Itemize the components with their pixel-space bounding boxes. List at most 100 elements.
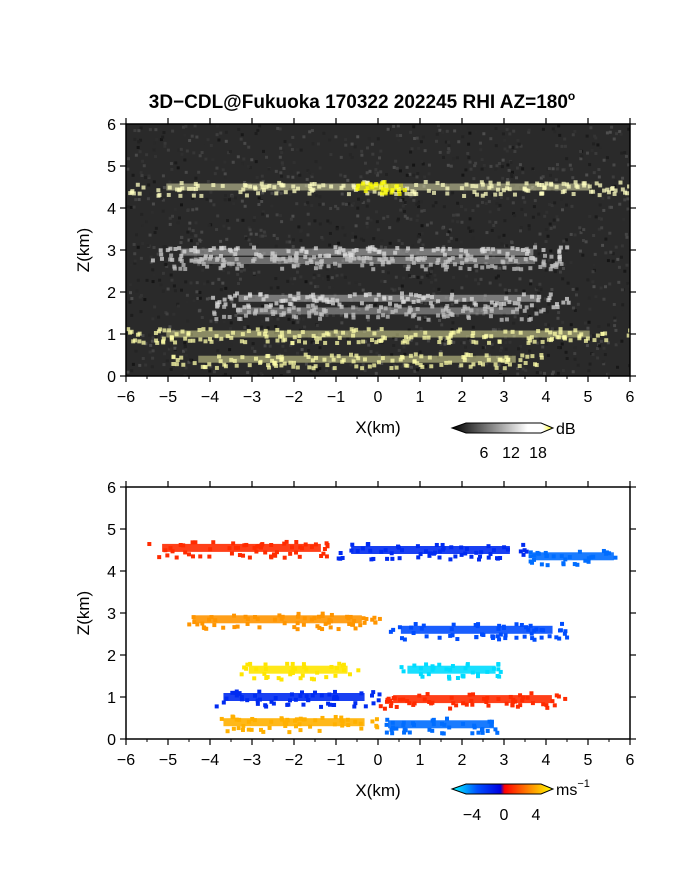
snr-layer-cell [557,254,562,259]
snr-noise-cell [409,130,413,134]
snr-noise-cell [535,341,539,345]
snr-layer-cell [292,189,297,194]
snr-layer-cell [500,358,505,363]
snr-noise-cell [571,176,575,180]
snr-noise-cell [322,131,326,135]
snr-noise-cell [412,182,416,186]
snr-noise-cell [151,349,155,353]
snr-noise-cell [344,305,348,309]
snr-noise-cell [199,239,203,243]
snr-noise-cell [412,173,416,177]
snr-layer-cell [493,362,498,367]
snr-layer-cell [397,189,402,194]
snr-noise-cell [503,219,507,223]
snr-noise-cell [542,371,546,375]
snr-noise-cell [598,344,602,348]
snr-noise-cell [212,370,216,374]
snr-noise-cell [524,368,528,372]
snr-noise-cell [455,156,459,160]
velocity-layer-cell [237,553,242,558]
snr-noise-cell [585,134,589,138]
snr-noise-cell [225,237,229,241]
snr-noise-cell [241,317,245,321]
snr-noise-cell [157,315,161,319]
snr-noise-cell [160,187,164,191]
snr-noise-cell [165,312,169,316]
snr-noise-cell [590,148,594,152]
snr-noise-cell [531,186,535,190]
snr-layer-cell [505,254,510,259]
snr-noise-cell [350,203,354,207]
velocity-layer-cell [515,704,520,709]
snr-layer-cell [269,257,274,262]
velocity-layer-cell [388,698,393,703]
snr-noise-cell [359,237,363,241]
snr-layer-cell [397,304,402,309]
snr-noise-cell [560,198,564,202]
snr-layer-cell [253,186,258,191]
snr-layer-cell [441,263,446,268]
snr-layer-cell [514,307,519,312]
snr-layer [150,245,570,263]
snr-noise-cell [405,251,409,255]
snr-layer-cell [296,291,301,296]
snr-noise-cell [502,233,506,237]
snr-noise-cell [509,359,513,363]
snr-noise-cell [379,245,383,249]
snr-noise-cell [373,374,377,376]
snr-noise-cell [204,157,208,161]
snr-layer-cell [235,266,240,271]
snr-layer-cell [341,330,346,335]
snr-layer-cell [294,251,299,256]
snr-layer-cell [471,362,476,367]
snr-x-tick-label: −1 [327,389,345,406]
velocity-colorbar: ms−1 −4 0 4 [450,778,590,824]
snr-noise-cell [573,233,577,237]
snr-noise-cell [245,263,249,267]
snr-layer-cell [212,311,217,316]
snr-noise-cell [420,209,424,213]
snr-noise-cell [358,282,362,286]
snr-noise-cell [310,204,314,208]
snr-noise-cell [246,371,250,375]
snr-noise-cell [555,215,559,219]
velocity-layer-cell [371,690,376,695]
snr-noise-cell [620,244,624,248]
velocity-x-tick-label: 3 [500,752,509,769]
snr-noise-cell [383,280,387,284]
snr-noise-cell [349,299,353,303]
snr-noise-cell [195,135,199,139]
snr-noise-cell [257,203,261,207]
snr-layer-cell [307,365,312,370]
velocity-layer-cell [382,706,387,711]
snr-layer-cell [211,183,216,188]
snr-layer-cell [487,185,492,190]
snr-layer-cell [264,294,269,299]
snr-layer-cell [256,191,261,196]
snr-noise-cell [583,321,587,325]
snr-noise-cell [449,192,453,196]
snr-noise-cell [420,231,424,235]
snr-layer-cell [293,253,298,258]
velocity-layer-cell [557,636,562,641]
velocity-layer-cell [486,703,491,708]
snr-noise-cell [516,372,520,376]
snr-noise-cell [200,151,204,155]
snr-layer-cell [520,353,525,358]
snr-noise-cell [128,283,132,287]
snr-layer-cell [318,316,323,321]
snr-layer-cell [488,314,493,319]
snr-layer-cell [130,189,135,194]
snr-noise-cell [179,241,183,245]
snr-noise-cell [161,271,165,275]
snr-layer-cell [539,309,544,314]
snr-noise-cell [552,225,556,229]
snr-layer-cell [549,182,554,187]
snr-noise-cell [258,124,262,128]
velocity-layer-cell [276,676,281,681]
snr-noise-cell [238,277,242,281]
snr-layer-cell [222,245,227,250]
snr-noise-cell [613,316,617,320]
snr-noise-cell [395,333,399,337]
snr-noise-cell [242,157,246,161]
